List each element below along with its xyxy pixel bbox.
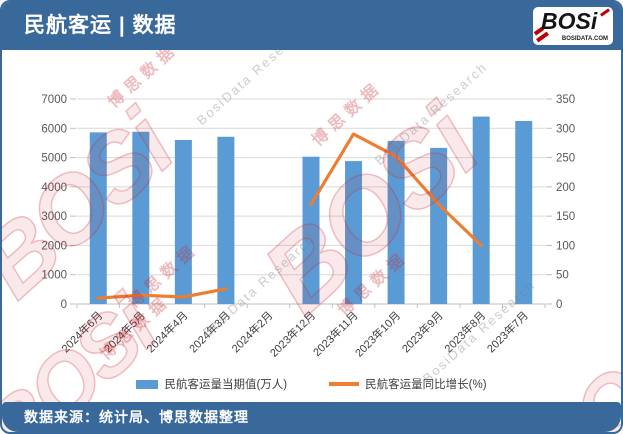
header-bar: 民航客运 | 数据 — [2, 2, 621, 50]
bar — [430, 147, 448, 304]
line-swatch — [329, 382, 360, 386]
legend-label: 民航客运量当期值(万人) — [164, 379, 288, 391]
left-axis-tick-label: 4000 — [41, 182, 67, 194]
x-axis-label: 2024年3月 — [186, 308, 233, 355]
footer-bar: 数据来源：统计局、博思数据整理 — [2, 402, 621, 432]
right-axis-tick-label: 50 — [556, 270, 569, 282]
legend-item-line: 民航客运量同比增长(%) — [329, 376, 487, 392]
x-axis-label: 2023年9月 — [399, 308, 446, 355]
x-axis-label: 2024年6月 — [58, 308, 105, 355]
x-axis-label: 2024年5月 — [101, 308, 148, 355]
bar — [174, 140, 192, 304]
bar — [89, 132, 107, 304]
x-axis-label: 2023年12月 — [267, 308, 318, 359]
right-axis-tick-label: 150 — [556, 211, 575, 223]
data-source: 数据来源：统计局、博思数据整理 — [24, 409, 249, 425]
bar — [217, 136, 235, 304]
right-axis-tick-label: 350 — [556, 94, 575, 106]
right-axis-tick-label: 100 — [556, 240, 575, 252]
left-axis-tick-label: 5000 — [41, 153, 67, 165]
x-axis-label: 2023年10月 — [352, 308, 403, 359]
bar — [302, 156, 320, 304]
right-axis-tick-label: 0 — [556, 299, 562, 311]
logo-stripe-icon — [600, 8, 610, 17]
left-axis-tick-label: 0 — [61, 299, 67, 311]
x-axis-label: 2024年4月 — [143, 308, 190, 355]
left-axis-tick-label: 3000 — [41, 211, 67, 223]
legend-label: 民航客运量同比增长(%) — [365, 379, 487, 391]
bosi-logo: BOSi BOSIDATA.COM — [533, 7, 613, 45]
left-axis-tick-label: 6000 — [41, 123, 67, 135]
bar — [132, 131, 150, 304]
left-axis-tick-label: 7000 — [41, 94, 67, 106]
bar — [345, 161, 363, 304]
page-title: 民航客运 | 数据 — [24, 14, 177, 37]
growth-line — [96, 132, 483, 300]
left-axis-tick-label: 1000 — [41, 270, 67, 282]
x-axis-label: 2023年7月 — [484, 308, 531, 355]
legend-item-bar: 民航客运量当期值(万人) — [136, 376, 287, 392]
x-axis-label: 2024年2月 — [228, 308, 275, 355]
bar — [472, 116, 490, 304]
bar-swatch — [136, 379, 159, 389]
left-axis-tick-label: 2000 — [41, 240, 67, 252]
bar — [515, 120, 533, 304]
right-axis-tick-label: 300 — [556, 123, 575, 135]
right-axis-tick-label: 250 — [556, 153, 575, 165]
logo-domain: BOSIDATA.COM — [561, 36, 608, 42]
chart-legend: 民航客运量当期值(万人) 民航客运量同比增长(%) — [2, 374, 621, 394]
bar — [387, 140, 405, 304]
x-axis-label: 2023年8月 — [441, 308, 488, 355]
logo-wordmark: BOSi — [541, 8, 598, 34]
right-axis-tick-label: 200 — [556, 182, 575, 194]
